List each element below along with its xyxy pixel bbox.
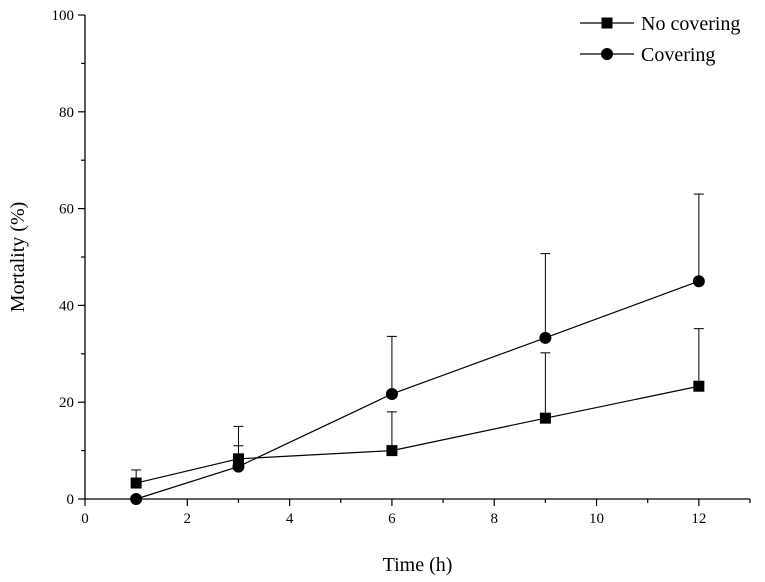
data-point <box>539 412 551 424</box>
y-tick-label: 100 <box>52 8 75 24</box>
y-axis-title: Mortality (%) <box>7 202 29 313</box>
x-tick-label: 8 <box>490 511 498 527</box>
series-1 <box>130 328 705 489</box>
legend-marker <box>601 48 613 60</box>
x-tick-label: 12 <box>691 511 706 527</box>
legend-label: Covering <box>641 44 715 66</box>
data-point <box>130 477 142 489</box>
y-tick-label: 0 <box>67 492 75 508</box>
x-tick-label: 2 <box>184 511 192 527</box>
y-tick-label: 20 <box>59 395 74 411</box>
data-point <box>693 380 705 392</box>
x-tick-label: 0 <box>81 511 89 527</box>
x-tick-label: 4 <box>286 511 294 527</box>
data-point <box>385 387 398 400</box>
legend-label: No covering <box>641 13 740 35</box>
data-point <box>232 460 245 473</box>
series-line <box>136 385 699 484</box>
data-point <box>130 493 143 505</box>
series-layer <box>130 193 705 505</box>
x-axis-title: Time (h) <box>383 554 453 576</box>
x-tick-label: 6 <box>388 511 396 527</box>
x-tick-label: 10 <box>589 511 604 527</box>
data-point <box>692 275 705 288</box>
series-2 <box>130 193 705 505</box>
series-line <box>135 280 700 500</box>
y-tick-label: 80 <box>59 105 74 121</box>
data-point <box>386 445 398 457</box>
y-tick-label: 60 <box>59 202 74 218</box>
legend-marker <box>601 17 613 29</box>
data-point <box>539 331 552 344</box>
legend: No covering Covering <box>580 13 740 66</box>
y-tick-label: 40 <box>59 298 74 314</box>
axes: 0 2 4 6 8 10 12 0 20 40 60 80 100 <box>52 8 751 527</box>
